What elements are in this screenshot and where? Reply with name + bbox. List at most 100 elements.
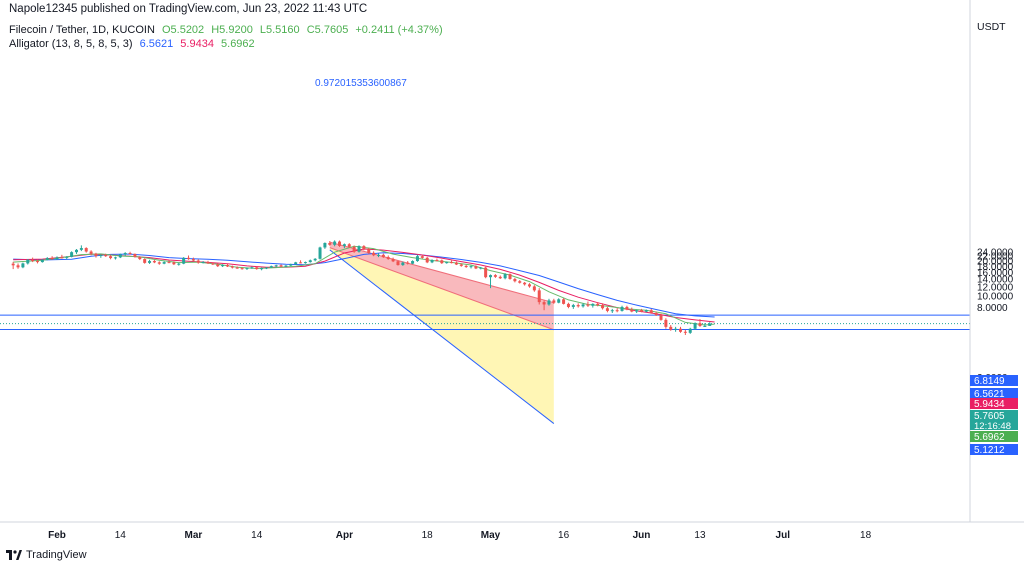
x-tick-label: 16	[558, 530, 570, 541]
candle-body	[225, 265, 229, 267]
candle-body	[50, 258, 54, 260]
candle	[294, 261, 298, 265]
candle-body	[503, 274, 507, 279]
candle	[152, 260, 156, 264]
candle-body	[703, 325, 707, 327]
candle	[94, 252, 98, 258]
candle-body	[109, 256, 113, 259]
candle-body	[274, 265, 278, 267]
x-tick-label: Apr	[336, 530, 353, 541]
candle-body	[294, 262, 298, 265]
x-tick-label: Jul	[776, 530, 791, 541]
candle	[571, 303, 575, 309]
candle-body	[303, 262, 307, 264]
price-label-text: 5.9434	[974, 399, 1005, 410]
candle	[532, 285, 536, 292]
candle	[172, 261, 176, 266]
tradingview-branding[interactable]: TradingView	[6, 549, 87, 561]
candle	[240, 267, 244, 270]
y-tick-label: 22.0000	[977, 252, 1014, 263]
candle	[406, 261, 410, 265]
high-value: H5.9200	[211, 24, 253, 36]
candle-body	[498, 276, 502, 279]
symbol-name[interactable]: Filecoin / Tether, 1D, KUCOIN	[9, 24, 155, 36]
candle	[683, 329, 687, 335]
candle	[16, 263, 20, 269]
candle-body	[552, 300, 556, 303]
candle	[11, 261, 15, 270]
symbol-legend[interactable]: Filecoin / Tether, 1D, KUCOIN O5.5202 H5…	[9, 24, 447, 36]
candle	[104, 253, 108, 257]
price-label-bg	[970, 398, 1018, 409]
candle-body	[113, 257, 117, 259]
candle-body	[94, 253, 98, 256]
candle	[21, 262, 25, 269]
candle-body	[79, 248, 83, 250]
candle	[157, 261, 161, 265]
candle-body	[527, 284, 531, 287]
candle	[162, 261, 166, 265]
channel-mid-line	[329, 247, 555, 331]
candle-body	[45, 258, 49, 260]
candle	[644, 309, 648, 313]
x-tick-label: Feb	[48, 530, 66, 541]
x-tick-label: 14	[115, 530, 127, 541]
candle	[420, 255, 424, 259]
jaw-value: 6.5621	[139, 38, 174, 50]
candle	[381, 253, 385, 258]
candle	[65, 256, 69, 260]
channel-lower-line	[329, 249, 555, 424]
candle	[313, 258, 317, 262]
candle-body	[138, 256, 142, 260]
candle	[503, 273, 507, 280]
candle-body	[411, 261, 415, 264]
candle-body	[581, 304, 585, 307]
candle-body	[221, 265, 225, 267]
candle-body	[479, 267, 483, 269]
candle-body	[235, 267, 239, 269]
candle	[518, 280, 522, 284]
publisher-info: Napole12345 published on TradingView.com…	[9, 3, 368, 15]
candle	[118, 253, 122, 259]
candle	[274, 264, 278, 268]
candle-body	[333, 241, 337, 245]
indicator-legend[interactable]: Alligator (13, 8, 5, 8, 5, 3) 6.5621 5.9…	[9, 38, 259, 50]
candle-body	[367, 249, 371, 253]
candle-body	[683, 331, 687, 333]
candle	[230, 265, 234, 269]
candle	[620, 305, 624, 312]
candle-body	[649, 310, 653, 313]
indicator-name[interactable]: Alligator (13, 8, 5, 8, 5, 3)	[9, 38, 133, 50]
price-label-bg	[970, 410, 1018, 430]
candle-body	[440, 260, 444, 264]
candle	[362, 245, 366, 251]
regression-channel: 0.972015353600867	[315, 78, 555, 424]
candle	[177, 262, 181, 266]
candle	[45, 257, 49, 261]
candle-body	[89, 251, 93, 254]
candle	[669, 325, 673, 331]
candle-body	[152, 261, 156, 263]
candle-body	[240, 268, 244, 270]
candle	[464, 264, 468, 268]
candle-body	[65, 256, 69, 258]
candle	[635, 309, 639, 313]
candle-body	[206, 262, 210, 264]
candle-body	[84, 248, 88, 252]
x-tick-label: 13	[694, 530, 706, 541]
candle-body	[635, 310, 639, 312]
candle-body	[654, 312, 658, 316]
candle-body	[284, 265, 288, 267]
candle	[342, 243, 346, 249]
candle	[674, 326, 678, 332]
candle	[357, 245, 361, 253]
x-tick-label: Mar	[184, 530, 202, 541]
candle-body	[557, 299, 561, 303]
candle	[508, 273, 512, 280]
candle	[347, 243, 351, 249]
brand-name: TradingView	[26, 549, 87, 561]
price-label-bg	[970, 444, 1018, 455]
price-label-text: 5.6962	[974, 432, 1005, 443]
